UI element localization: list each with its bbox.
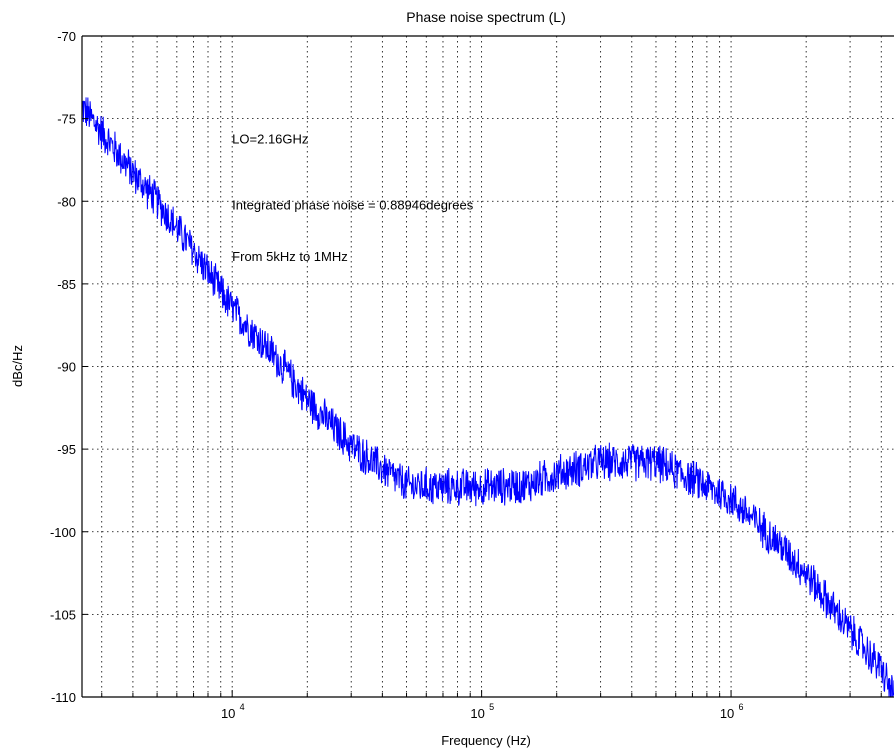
y-tick-label: -80 [57,194,76,209]
y-tick-label: -90 [57,360,76,375]
y-tick-labels: -70 -75 -80 -85 -90 -95 -100 -105 -110 [50,29,76,705]
y-tick-label: -75 [57,112,76,127]
y-tick-label: -110 [51,690,76,705]
axes-frame [81,35,894,698]
y-axis-label: dBc/Hz [10,345,25,387]
x-tick-labels: 10 4 10 5 10 6 [221,702,744,721]
x-tick-exponent: 5 [489,702,494,712]
annotation-text: Integrated phase noise = 0.88946degrees [232,198,474,213]
x-axis-label: Frequency (Hz) [441,733,531,748]
annotation-text: From 5kHz to 1MHz [232,249,348,264]
y-tick-label: -105 [50,607,76,622]
y-tick-label: -85 [57,277,76,292]
x-tick-exponent: 4 [240,702,245,712]
y-tick-label: -95 [57,442,76,457]
y-tick-label: -100 [50,525,76,540]
x-tick-label: 10 [470,706,484,721]
annotation-text: LO=2.16GHz [232,131,308,146]
series-line [81,97,894,698]
series-group [81,97,894,698]
x-tick-label: 10 [720,706,734,721]
y-tick-label: -70 [57,29,76,44]
annotations-group: LO=2.16GHz Integrated phase noise = 0.889… [232,131,474,263]
grid-lines [82,36,894,697]
x-tick-label: 10 [221,706,235,721]
x-tick-exponent: 6 [739,702,744,712]
chart-title: Phase noise spectrum (L) [406,9,566,25]
